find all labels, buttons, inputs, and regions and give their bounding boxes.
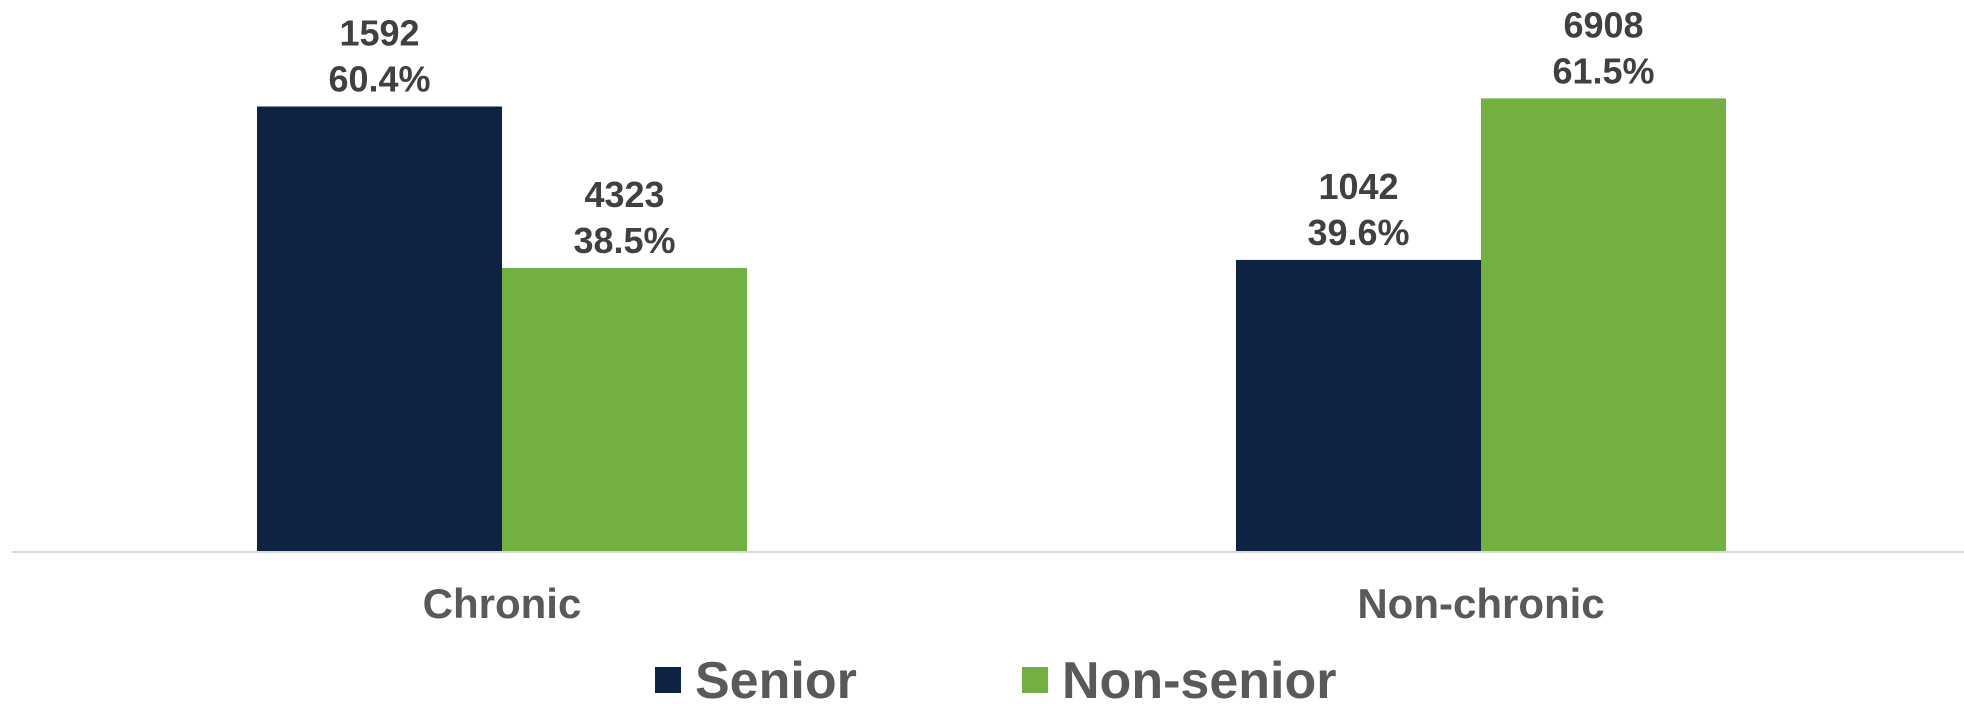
bars-group (257, 98, 1726, 552)
percent-label: 39.6% (1307, 212, 1409, 253)
count-label: 1592 (339, 13, 419, 54)
legend-item-senior: Senior (655, 652, 857, 704)
count-label: 1042 (1318, 166, 1398, 207)
legend: Senior Non-senior (655, 652, 1336, 704)
bar-senior-chronic (257, 106, 502, 552)
percent-label: 60.4% (328, 59, 430, 100)
bar-non-senior-chronic (502, 268, 747, 552)
category-label: Chronic (423, 580, 582, 627)
legend-label: Non-senior (1062, 652, 1336, 704)
legend-swatch (655, 667, 681, 693)
legend-swatch (1022, 667, 1048, 693)
bar-senior-non-chronic (1236, 259, 1481, 552)
count-label: 6908 (1563, 4, 1643, 45)
percent-label: 61.5% (1552, 50, 1654, 91)
value-labels-group: 1592 60.4% 4323 38.5% 1042 39.6% 6908 61.5% (328, 4, 1654, 261)
count-label: 4323 (584, 174, 664, 215)
legend-item-non-senior: Non-senior (1022, 652, 1336, 704)
category-label: Non-chronic (1357, 580, 1604, 627)
percent-label: 38.5% (573, 220, 675, 261)
legend-label: Senior (695, 652, 857, 704)
bar-non-senior-non-chronic (1481, 98, 1726, 552)
category-labels-group: Chronic Non-chronic (423, 580, 1605, 627)
